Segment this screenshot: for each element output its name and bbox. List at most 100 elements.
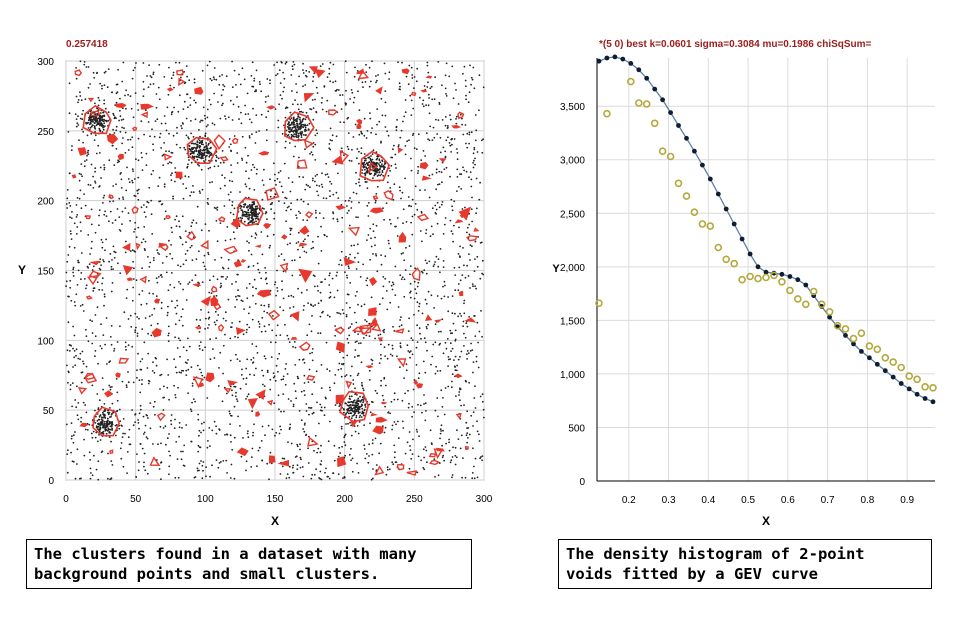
small-cluster-hull bbox=[473, 227, 480, 232]
background-point bbox=[261, 179, 264, 182]
cluster-point bbox=[290, 121, 293, 124]
background-point bbox=[368, 66, 371, 69]
background-point bbox=[393, 183, 396, 186]
background-point bbox=[112, 112, 115, 115]
background-point bbox=[69, 388, 72, 391]
background-point bbox=[251, 410, 254, 413]
background-point bbox=[290, 400, 292, 402]
small-cluster-hull bbox=[227, 379, 239, 387]
background-point bbox=[137, 109, 140, 111]
background-point bbox=[132, 278, 135, 280]
small-cluster-hull bbox=[140, 103, 154, 110]
cluster-point bbox=[301, 120, 304, 122]
background-point bbox=[285, 477, 288, 480]
background-point bbox=[152, 149, 155, 151]
cluster-point bbox=[103, 424, 106, 426]
background-point bbox=[400, 252, 403, 255]
background-point bbox=[102, 259, 104, 261]
background-point bbox=[388, 468, 391, 471]
background-point bbox=[124, 152, 127, 154]
background-point bbox=[395, 423, 397, 426]
background-point bbox=[72, 275, 75, 277]
background-point bbox=[374, 437, 377, 440]
background-point bbox=[242, 377, 245, 380]
background-point bbox=[141, 290, 144, 292]
background-point bbox=[228, 410, 231, 413]
background-point bbox=[255, 287, 257, 290]
background-point bbox=[196, 467, 199, 470]
background-point bbox=[465, 98, 467, 101]
background-point bbox=[110, 460, 113, 462]
cluster-point bbox=[381, 169, 384, 172]
big-cluster-hull bbox=[235, 197, 264, 227]
background-point bbox=[451, 474, 454, 476]
small-cluster-hull bbox=[230, 218, 241, 229]
background-point bbox=[473, 465, 475, 468]
fit-dot bbox=[827, 314, 832, 320]
background-point bbox=[448, 438, 450, 441]
background-point bbox=[451, 476, 453, 479]
background-point bbox=[79, 221, 82, 224]
background-point bbox=[396, 398, 399, 401]
small-cluster-hull bbox=[306, 374, 316, 381]
background-point bbox=[440, 171, 443, 174]
cluster-point bbox=[111, 423, 114, 426]
background-point bbox=[158, 98, 161, 101]
cluster-point bbox=[247, 222, 250, 224]
background-point bbox=[287, 441, 289, 443]
cluster-point bbox=[350, 395, 353, 398]
background-point bbox=[332, 217, 335, 220]
background-point bbox=[450, 386, 453, 389]
background-point bbox=[234, 385, 237, 388]
background-point bbox=[258, 323, 261, 325]
background-point bbox=[300, 198, 303, 201]
fit-dot bbox=[620, 56, 626, 62]
background-point bbox=[82, 362, 85, 365]
background-point bbox=[263, 304, 266, 307]
background-point bbox=[97, 144, 100, 147]
background-point bbox=[284, 146, 287, 149]
background-point bbox=[374, 236, 376, 239]
background-point bbox=[467, 352, 470, 354]
background-point bbox=[102, 196, 105, 199]
cluster-point bbox=[376, 175, 379, 177]
background-point bbox=[356, 374, 359, 377]
background-point bbox=[201, 69, 204, 72]
background-point bbox=[213, 123, 216, 126]
background-point bbox=[367, 202, 370, 204]
background-point bbox=[285, 61, 288, 63]
background-point bbox=[357, 79, 360, 81]
background-point bbox=[435, 168, 438, 171]
background-point bbox=[300, 291, 303, 294]
cluster-point bbox=[87, 127, 90, 129]
background-point bbox=[72, 366, 74, 368]
background-point bbox=[151, 233, 154, 235]
background-point bbox=[423, 394, 425, 396]
background-point bbox=[185, 374, 188, 376]
background-point bbox=[450, 350, 452, 352]
background-point bbox=[391, 347, 394, 350]
background-point bbox=[460, 173, 463, 176]
background-point bbox=[79, 95, 82, 97]
background-point bbox=[341, 94, 344, 96]
background-point bbox=[152, 259, 155, 262]
background-point bbox=[191, 382, 194, 385]
background-point bbox=[245, 460, 248, 463]
background-point bbox=[116, 341, 119, 343]
background-point bbox=[365, 334, 368, 337]
left-y-tick-label: 0 bbox=[48, 476, 54, 487]
background-point bbox=[131, 77, 134, 80]
background-point bbox=[296, 91, 298, 94]
background-point bbox=[215, 78, 218, 81]
cluster-point bbox=[205, 142, 208, 144]
background-point bbox=[211, 181, 214, 183]
cluster-point bbox=[109, 425, 112, 428]
background-point bbox=[467, 275, 470, 277]
background-point bbox=[153, 400, 156, 403]
background-point bbox=[76, 226, 79, 228]
background-point bbox=[258, 81, 261, 83]
background-point bbox=[409, 273, 411, 276]
background-point bbox=[237, 294, 240, 297]
background-point bbox=[254, 142, 257, 144]
background-point bbox=[456, 364, 458, 367]
